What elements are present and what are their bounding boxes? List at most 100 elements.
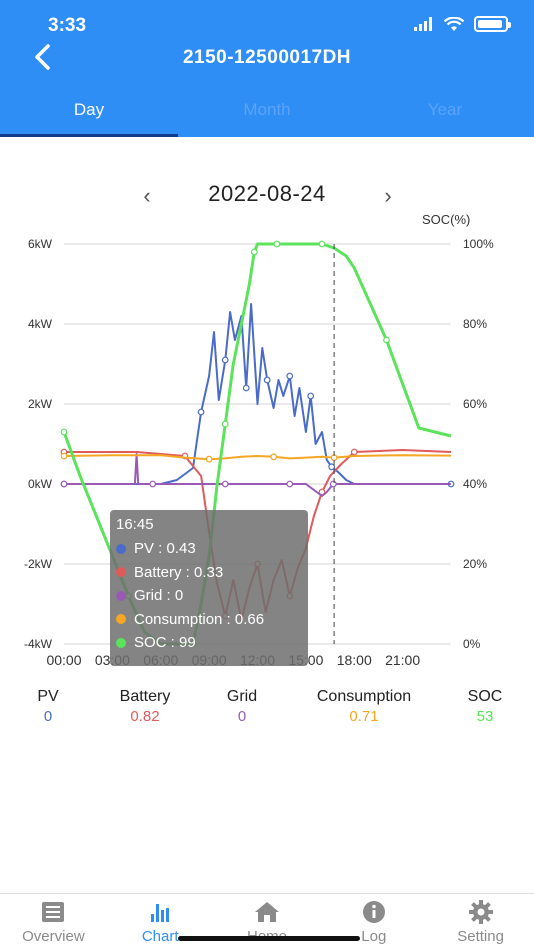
tooltip-grid-value: Grid : 0 bbox=[134, 587, 184, 605]
data-point-pv bbox=[286, 372, 294, 380]
date-label: 2022-08-24 bbox=[208, 181, 326, 206]
next-date-chevron-icon[interactable]: › bbox=[384, 183, 392, 208]
summary-grid-value: 0 bbox=[237, 708, 247, 725]
bottom-nav: Overview Chart Home Log bbox=[0, 893, 534, 950]
series-line-grid bbox=[64, 453, 451, 497]
tooltip-row-battery: Battery : 0.33 bbox=[116, 561, 302, 585]
tab-month[interactable]: Month bbox=[243, 100, 291, 119]
summary-pv-label: PV bbox=[37, 688, 59, 705]
data-point-pv bbox=[242, 384, 250, 392]
right-axis-tick-label: 80% bbox=[463, 317, 487, 331]
data-point-consumption bbox=[205, 455, 213, 463]
home-indicator bbox=[178, 936, 360, 941]
summary-consumption-label: Consumption bbox=[316, 688, 412, 705]
left-axis-tick-label: -4kW bbox=[24, 637, 53, 651]
tab-day[interactable]: Day bbox=[73, 100, 105, 119]
tooltip-battery-value: Battery : 0.33 bbox=[134, 563, 224, 581]
nav-overview-label: Overview bbox=[22, 928, 85, 945]
left-axis-tick-label: 4kW bbox=[28, 317, 53, 331]
tooltip-pv-value: PV : 0.43 bbox=[134, 540, 196, 558]
x-axis-tick-label: 18:00 bbox=[337, 652, 372, 668]
data-point-battery bbox=[350, 448, 358, 456]
tab-indicator bbox=[0, 134, 178, 137]
tab-year[interactable]: Year bbox=[427, 100, 463, 119]
consumption-dot-icon bbox=[116, 614, 126, 625]
summary-consumption-value: 0.71 bbox=[349, 708, 379, 725]
summary-battery: Battery 0.82 bbox=[105, 688, 185, 725]
nav-log-label: Log bbox=[361, 928, 387, 945]
data-point-soc bbox=[383, 336, 390, 344]
data-point-grid bbox=[60, 480, 68, 488]
nav-setting[interactable]: Setting bbox=[427, 894, 534, 950]
tooltip-row-grid: Grid : 0 bbox=[116, 584, 302, 608]
wifi-icon bbox=[444, 16, 464, 31]
battery-dot-icon bbox=[116, 567, 126, 578]
left-axis-tick-label: 6kW bbox=[28, 237, 53, 251]
data-point-soc bbox=[60, 428, 68, 436]
status-icons bbox=[414, 16, 511, 32]
data-point-pv bbox=[197, 408, 205, 416]
date-selector: ‹ 2022-08-24 › bbox=[0, 180, 534, 214]
right-axis-tick-label: 20% bbox=[463, 557, 487, 571]
tooltip-soc-value: SOC : 99 bbox=[134, 634, 196, 652]
nav-overview[interactable]: Overview bbox=[0, 894, 107, 950]
period-tabs: Day Month Year bbox=[0, 92, 534, 137]
nav-log[interactable]: Log bbox=[320, 894, 427, 950]
data-point-pv bbox=[307, 392, 315, 400]
tooltip-time: 16:45 bbox=[116, 516, 154, 533]
summary-grid-label: Grid bbox=[226, 688, 258, 705]
info-icon bbox=[362, 901, 385, 923]
nav-chart[interactable]: Chart bbox=[107, 894, 214, 950]
series-line-consumption bbox=[63, 454, 452, 461]
right-axis-tick-label: 40% bbox=[463, 477, 487, 491]
data-point-grid bbox=[221, 480, 229, 488]
x-axis-tick-label: 21:00 bbox=[385, 652, 420, 668]
summary-pv: PV 0 bbox=[28, 688, 68, 725]
left-axis-tick-label: -2kW bbox=[24, 557, 53, 571]
data-point-soc bbox=[221, 420, 229, 428]
soc-dot-icon bbox=[116, 637, 126, 648]
soc-axis-title: SOC(%) bbox=[422, 212, 471, 227]
data-point-consumption bbox=[270, 453, 278, 461]
chart-tooltip: 16:45 PV : 0.43 Battery : 0.33 Grid : 0 … bbox=[110, 510, 308, 666]
pv-dot-icon bbox=[116, 543, 126, 554]
home-icon bbox=[254, 902, 279, 922]
data-point-grid bbox=[149, 480, 157, 488]
left-axis-tick-label: 2kW bbox=[28, 397, 53, 411]
nav-setting-label: Setting bbox=[457, 928, 504, 945]
tooltip-row-consumption: Consumption : 0.66 bbox=[116, 608, 302, 632]
data-point-soc bbox=[250, 248, 258, 256]
summary-pv-value: 0 bbox=[43, 708, 53, 725]
back-arrow-icon[interactable] bbox=[28, 42, 58, 72]
data-point-pv bbox=[221, 356, 229, 364]
summary-soc-value: 53 bbox=[476, 708, 494, 725]
right-axis-tick-label: 100% bbox=[463, 237, 494, 251]
status-time: 3:33 bbox=[48, 15, 87, 36]
right-axis-tick-label: 0% bbox=[463, 637, 481, 651]
summary-consumption: Consumption 0.71 bbox=[300, 688, 428, 725]
summary-soc: SOC 53 bbox=[460, 688, 510, 725]
gear-icon bbox=[468, 900, 493, 924]
app-header: 3:33 2150-12500017DH Day Month Year bbox=[0, 0, 534, 137]
right-axis-tick-label: 60% bbox=[463, 397, 487, 411]
tooltip-row-pv: PV : 0.43 bbox=[116, 537, 302, 561]
battery-icon bbox=[474, 16, 511, 32]
nav-chart-label: Chart bbox=[141, 928, 179, 945]
x-axis-tick-label: 00:00 bbox=[46, 652, 81, 668]
page-title: 2150-12500017DH bbox=[182, 47, 352, 68]
summary-battery-label: Battery bbox=[119, 688, 171, 705]
tooltip-row-soc: SOC : 99 bbox=[116, 631, 302, 655]
nav-home[interactable]: Home bbox=[214, 894, 321, 950]
summary-soc-label: SOC bbox=[467, 688, 503, 705]
data-point-pv bbox=[263, 376, 271, 384]
data-point-consumption bbox=[60, 452, 68, 460]
data-point-soc bbox=[273, 240, 281, 248]
data-point-grid bbox=[329, 480, 337, 488]
data-point-soc bbox=[318, 240, 326, 248]
prev-date-chevron-icon[interactable]: ‹ bbox=[143, 183, 151, 208]
grid-dot-icon bbox=[116, 590, 126, 601]
summary-row: PV 0 Battery 0.82 Grid 0 Consumption 0.7… bbox=[0, 688, 534, 732]
chart-icon bbox=[151, 904, 170, 922]
signal-icon bbox=[414, 17, 432, 31]
left-axis-tick-label: 0kW bbox=[28, 477, 53, 491]
